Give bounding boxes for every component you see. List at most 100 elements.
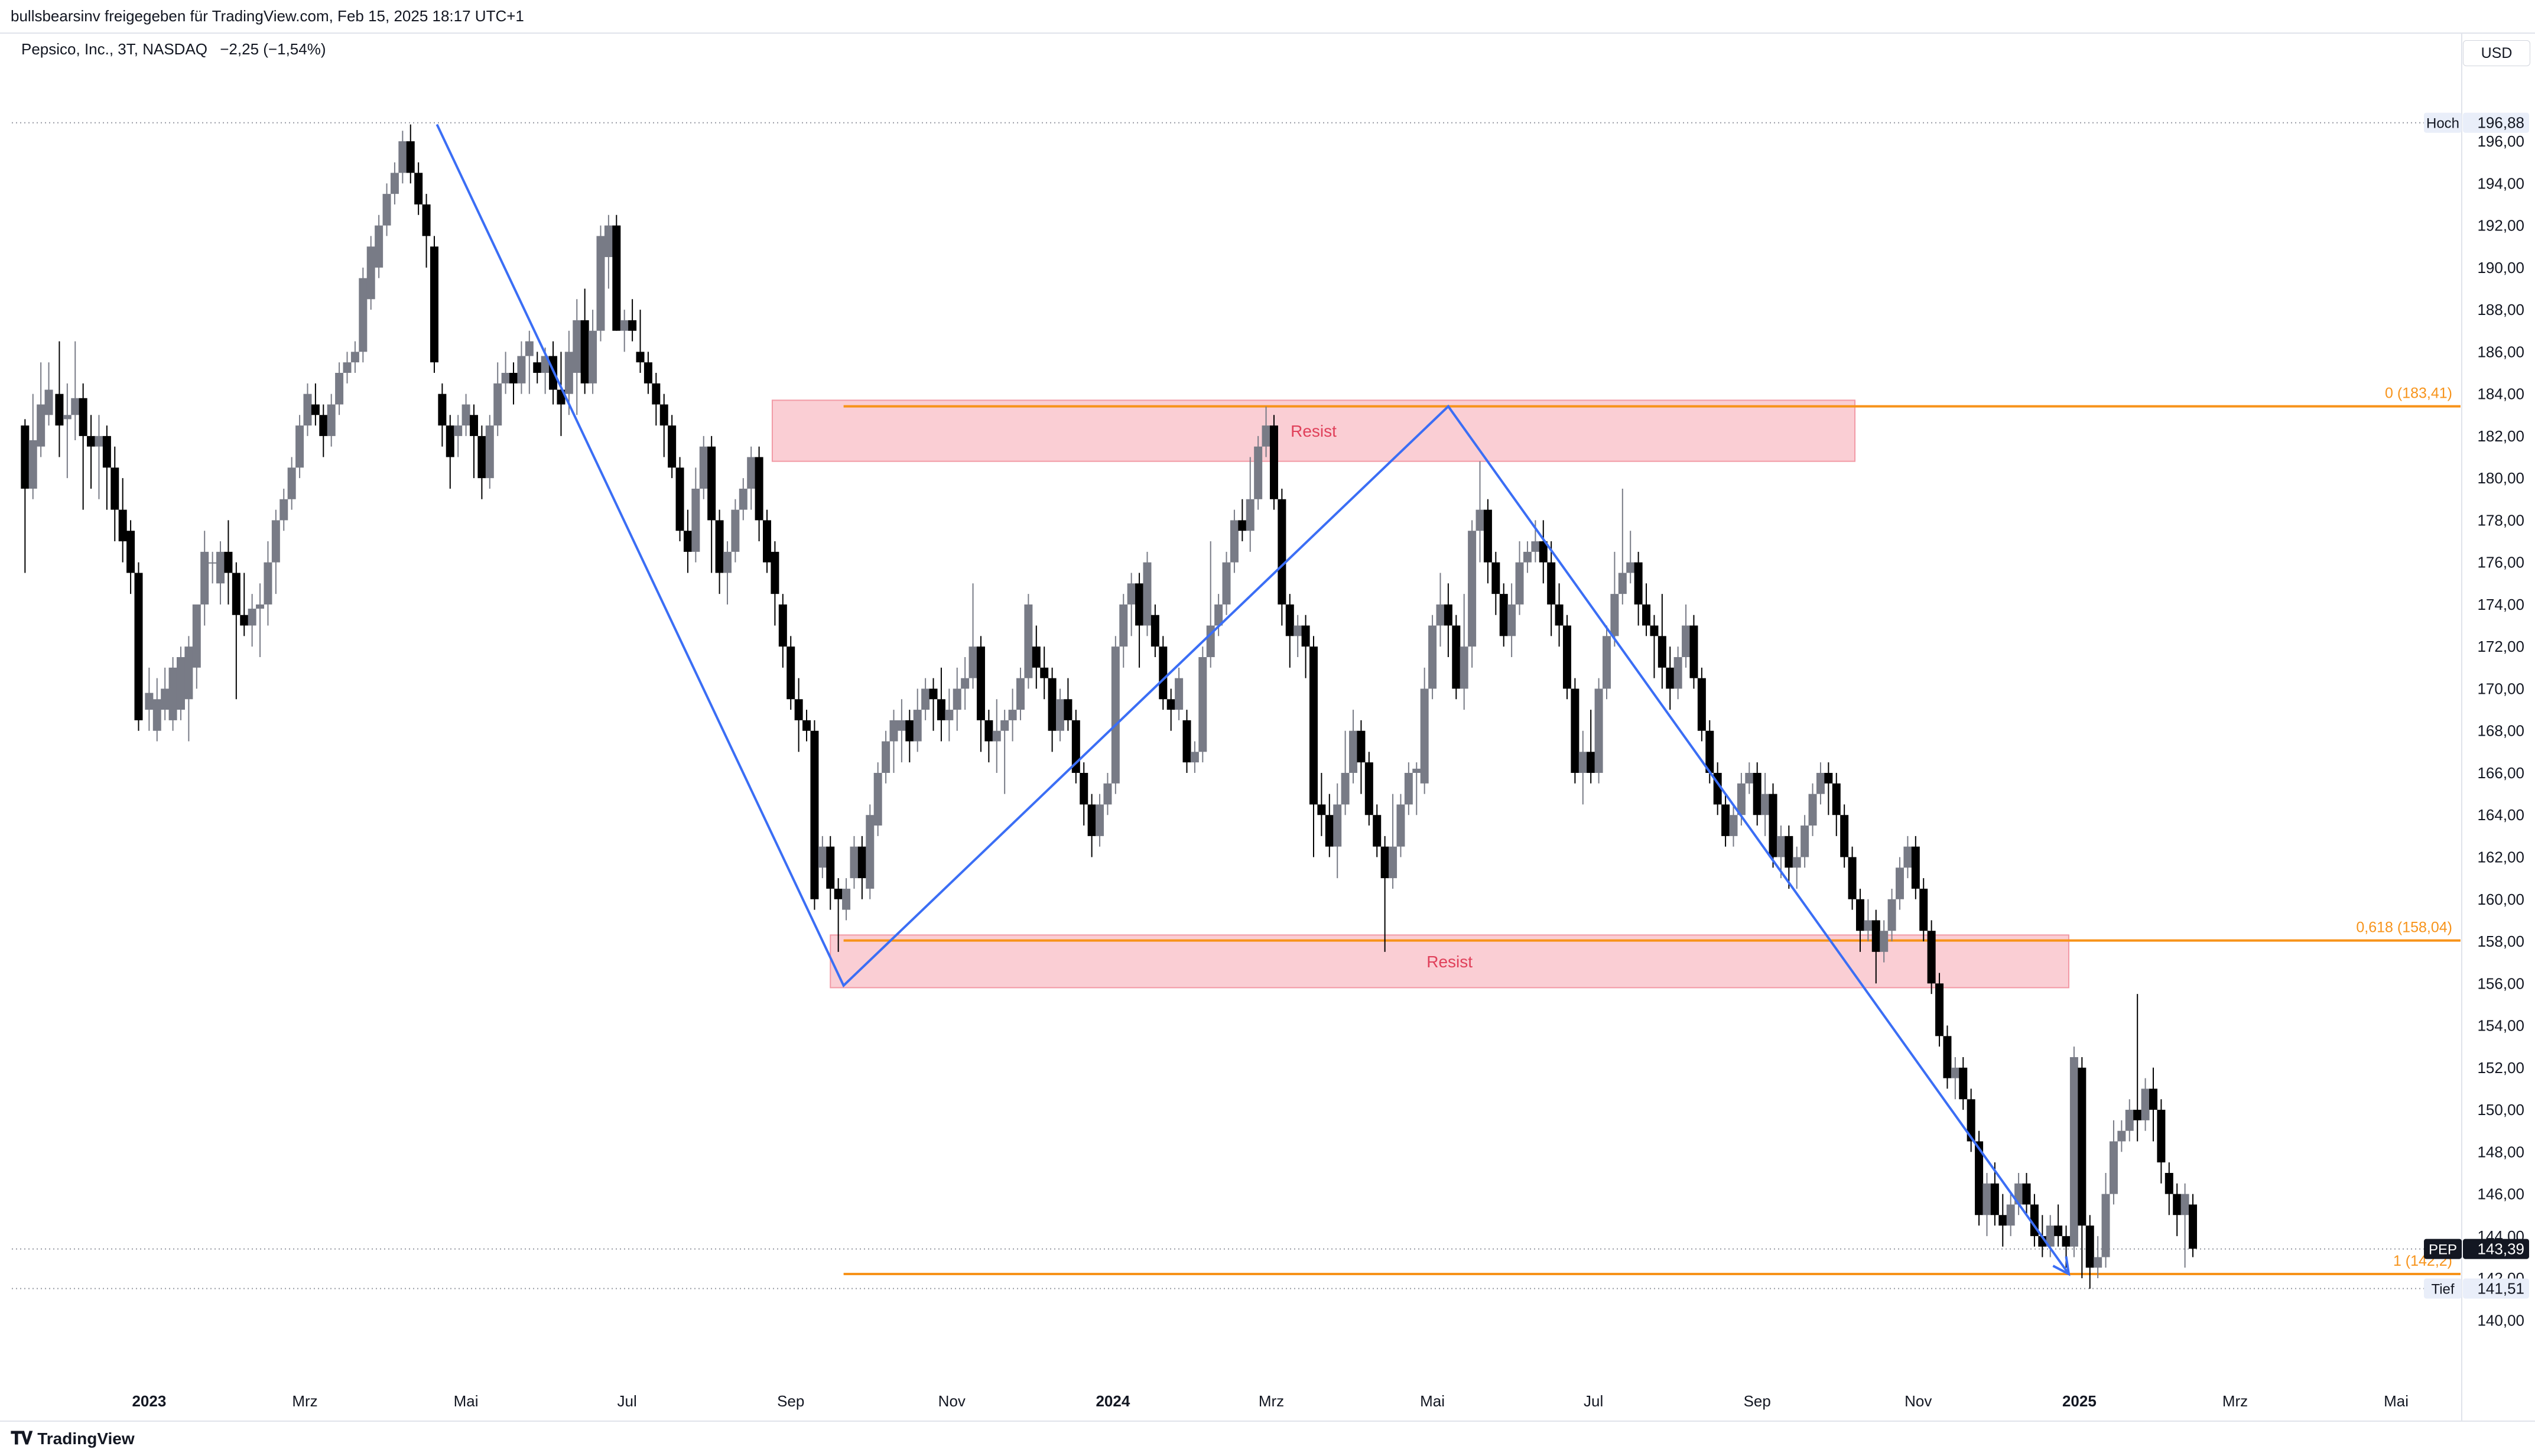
candle	[2101, 1172, 2110, 1268]
candle-body	[1317, 804, 1326, 815]
candle	[1578, 730, 1587, 805]
candle-body	[842, 888, 851, 910]
price-tick-label: 186,00	[2477, 343, 2524, 360]
candle-body	[1198, 657, 1207, 752]
candle	[1855, 888, 1864, 952]
price-tick-label: 184,00	[2477, 385, 2524, 403]
price-badge: Hoch 196,88	[2424, 112, 2529, 133]
candle	[652, 373, 661, 426]
candle	[1190, 741, 1199, 773]
candle	[866, 804, 875, 899]
time-tick-label: Mai	[454, 1392, 479, 1410]
candle	[1008, 688, 1017, 742]
candle-body	[1911, 846, 1920, 889]
candle	[826, 836, 835, 910]
candle-body	[1444, 604, 1452, 626]
candle	[208, 551, 217, 584]
candle	[1349, 710, 1358, 784]
candle	[842, 878, 851, 921]
candle	[929, 678, 938, 731]
candle-body	[1658, 636, 1666, 668]
candle	[184, 636, 193, 742]
candle-body	[1056, 699, 1065, 731]
candle-body	[921, 688, 930, 710]
candle	[2125, 1099, 2134, 1142]
candle-body	[1096, 804, 1104, 836]
candle	[1460, 594, 1468, 710]
price-badge-value: 141,51	[2477, 1280, 2524, 1298]
candle	[462, 394, 470, 436]
candle	[1135, 573, 1144, 668]
candle-body	[406, 141, 415, 173]
candle	[414, 162, 423, 215]
tradingview-logo[interactable]: 𝐓𝐕 TradingView	[11, 1429, 135, 1449]
candle-body	[818, 846, 827, 868]
candle	[1832, 772, 1841, 836]
candle	[1650, 615, 1659, 678]
currency-selector[interactable]: USD	[2463, 40, 2530, 66]
candle-body	[2085, 1226, 2094, 1268]
candle-body	[866, 815, 875, 889]
time-tick-label: Mai	[2384, 1392, 2409, 1410]
candle-body	[1150, 615, 1159, 647]
candle-body	[350, 352, 359, 363]
candle-body	[1230, 520, 1239, 563]
candle-body	[984, 720, 993, 742]
candle	[1864, 899, 1873, 942]
candle	[1143, 551, 1152, 636]
candle	[1032, 625, 1041, 689]
candle	[802, 710, 811, 742]
candle	[256, 583, 265, 658]
candle	[1412, 762, 1421, 815]
fibonacci-levels: 0 (183,41)0,618 (158,04)1 (142,2)	[843, 385, 2461, 1275]
candle-body	[976, 646, 985, 720]
candle-body	[1562, 625, 1571, 689]
candle	[1689, 615, 1698, 689]
price-tick-label: 176,00	[2477, 554, 2524, 571]
candle-body	[2046, 1226, 2055, 1247]
candle-body	[889, 720, 898, 742]
trend-line	[436, 124, 2070, 1275]
candle	[1071, 710, 1080, 784]
candle-body	[21, 425, 30, 489]
candle-body	[28, 440, 37, 489]
candle	[21, 419, 30, 573]
candle	[889, 710, 898, 773]
price-tick-label: 192,00	[2477, 217, 2524, 235]
candle	[1824, 762, 1833, 815]
candle	[1729, 804, 1738, 847]
candle-body	[152, 699, 161, 731]
candle	[1364, 752, 1373, 826]
price-badge-value-box	[2463, 1239, 2529, 1259]
candle-body	[1721, 804, 1730, 836]
price-tick-label: 196,00	[2477, 132, 2524, 150]
candle-body	[1143, 562, 1152, 626]
candle-body	[1476, 509, 1484, 531]
candle	[1309, 636, 1318, 857]
price-change: −2,25 (−1,54%)	[220, 40, 326, 58]
candle	[176, 646, 185, 720]
candle-body	[739, 488, 748, 510]
candle-body	[256, 604, 265, 609]
candle	[786, 636, 795, 710]
candle	[1317, 772, 1326, 836]
candle	[398, 131, 407, 184]
price-badge-value: 143,39	[2477, 1240, 2524, 1258]
candle	[126, 520, 135, 594]
candle-body	[675, 467, 684, 531]
candle-body	[533, 362, 542, 373]
price-tick-label: 190,00	[2477, 259, 2524, 277]
candle-body	[961, 678, 970, 689]
candle	[1761, 772, 1770, 836]
candle-body	[1864, 920, 1873, 931]
candle-body	[1571, 688, 1580, 773]
symbol-legend[interactable]: Pepsico, Inc., 3T, NASDAQ −2,25 (−1,54%)	[21, 40, 326, 58]
candle-body	[1380, 846, 1389, 879]
candle-body	[1190, 752, 1199, 763]
candle	[1697, 667, 1706, 742]
candle	[216, 541, 225, 604]
candle	[1769, 783, 1777, 868]
candle	[1998, 1194, 2007, 1247]
candle	[984, 710, 993, 763]
